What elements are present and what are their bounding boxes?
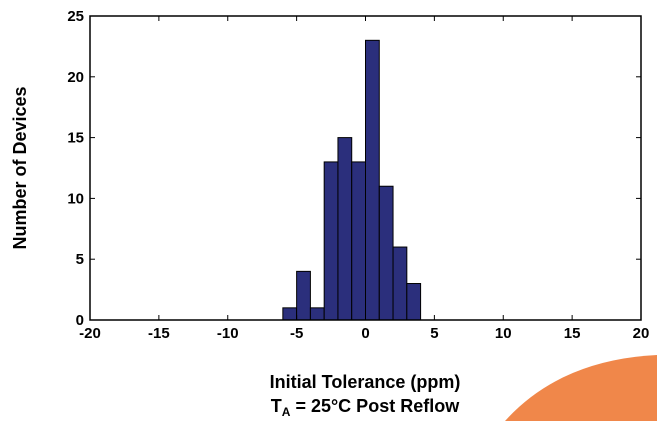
ticks-group: -20 -15 -10 -5 0 5 10 15 20 0 5 10 15 20 25 (67, 8, 649, 342)
histogram-bar (282, 307, 298, 321)
x-subtitle-main: T (271, 396, 282, 416)
histogram-bar (337, 137, 353, 321)
x-subtitle-subscript: A (282, 405, 291, 419)
x-tick-label: -20 (79, 325, 101, 342)
y-tick-label: 0 (76, 312, 84, 329)
histogram-bar (323, 161, 339, 321)
histogram-bar (309, 307, 325, 321)
y-tick-label: 25 (67, 8, 84, 25)
x-tick-label: 15 (564, 325, 581, 342)
y-axis-title: Number of Devices (10, 86, 30, 249)
x-subtitle-rest: = 25°C Post Reflow (290, 396, 460, 416)
x-axis-title: Initial Tolerance (ppm) (270, 372, 461, 392)
x-axis-subtitle: TA = 25°C Post Reflow (271, 396, 460, 419)
histogram-bar (365, 39, 380, 321)
x-tick-label: -5 (290, 325, 303, 342)
histogram-bar (296, 270, 311, 321)
histogram-bar (351, 161, 367, 321)
y-tick-label: 5 (76, 251, 84, 268)
x-tick-label: -10 (217, 325, 239, 342)
histogram-bar (378, 185, 394, 321)
histogram-bar (392, 246, 408, 321)
x-tick-label: 5 (430, 325, 438, 342)
bars-group (282, 39, 422, 321)
x-tick-label: 10 (495, 325, 512, 342)
y-tick-label: 10 (67, 190, 84, 207)
orange-decorative-shape (505, 355, 657, 421)
x-tick-label: -15 (148, 325, 170, 342)
y-tick-label: 20 (67, 69, 84, 86)
histogram-bar (406, 283, 422, 321)
y-tick-label: 15 (67, 130, 84, 147)
x-tick-label: 0 (361, 325, 369, 342)
x-tick-label: 20 (633, 325, 650, 342)
